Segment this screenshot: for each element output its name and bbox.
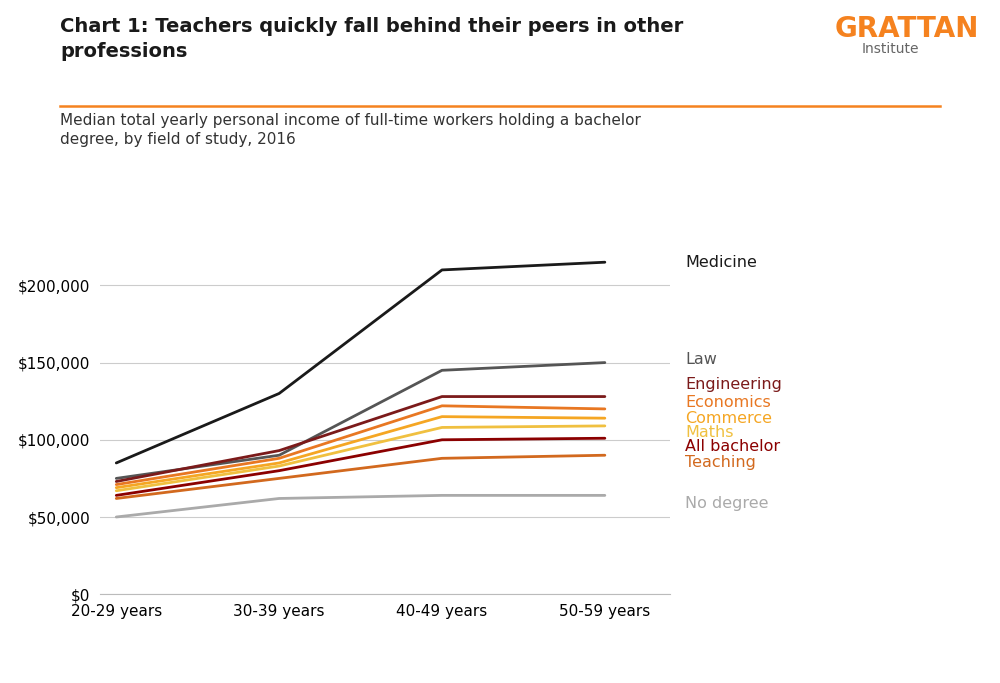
Text: Economics: Economics: [685, 395, 771, 410]
Text: Institute: Institute: [862, 42, 920, 56]
Text: Teaching: Teaching: [685, 456, 756, 471]
Text: No degree: No degree: [685, 496, 768, 511]
Text: GRATTAN: GRATTAN: [835, 15, 979, 43]
Text: Engineering: Engineering: [685, 377, 782, 392]
Text: Maths: Maths: [685, 426, 733, 441]
Text: Median total yearly personal income of full-time workers holding a bachelor
degr: Median total yearly personal income of f…: [60, 113, 641, 148]
Text: Law: Law: [685, 352, 717, 367]
Text: All bachelor: All bachelor: [685, 439, 780, 454]
Text: Medicine: Medicine: [685, 255, 757, 270]
Text: Chart 1: Teachers quickly fall behind their peers in other
professions: Chart 1: Teachers quickly fall behind th…: [60, 17, 683, 61]
Text: Commerce: Commerce: [685, 410, 772, 426]
